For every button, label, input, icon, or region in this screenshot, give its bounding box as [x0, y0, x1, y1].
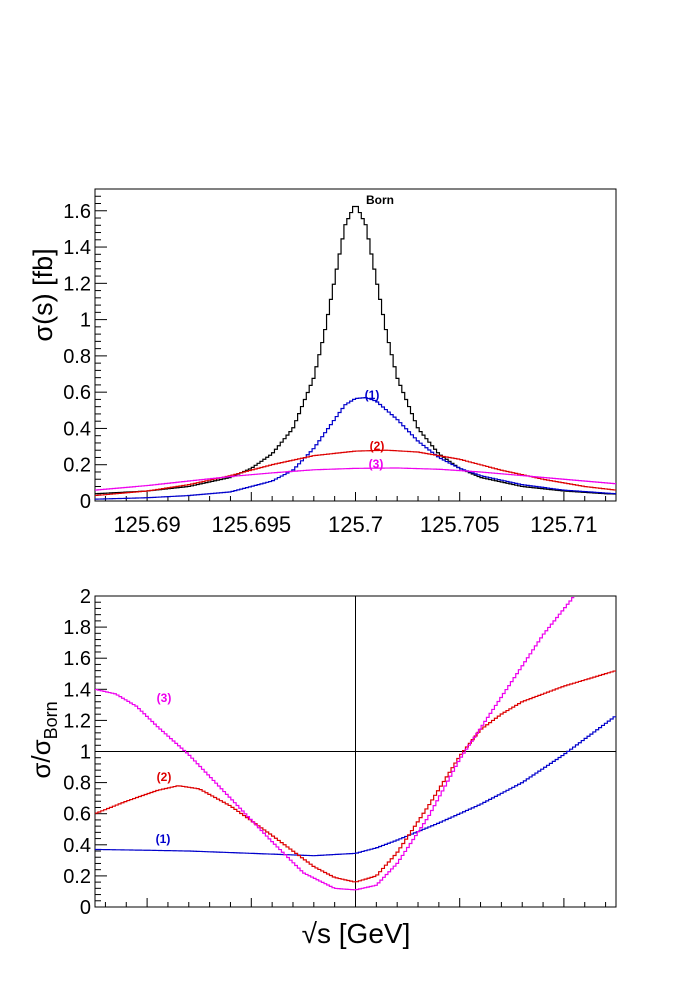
bottom-reference-lines: [95, 596, 616, 907]
bottom-series-line-1: [95, 716, 616, 857]
top-x-tick-label: 125.7: [328, 512, 383, 537]
top-x-tick-label: 125.69: [113, 512, 180, 537]
bottom-series: (1) (2) (3): [95, 597, 616, 891]
bottom-y-axis-title-sub: Born: [41, 701, 61, 739]
top-y-tick-label: 0.4: [63, 418, 91, 440]
top-series-label-2: (2): [370, 439, 385, 453]
bottom-y-tick-label: 1: [80, 742, 91, 764]
top-y-tick-label: 1.4: [63, 237, 91, 259]
bottom-panel: 0 0.2 0.4 0.6 0.8 1 1.2 1.4 1.6 1.8 2 (1) (2) (3) σ/…: [26, 586, 617, 949]
top-series-label-3: (3): [369, 457, 384, 471]
top-series-line-3: [95, 467, 616, 491]
top-series-label-born: Born: [366, 193, 394, 207]
bottom-series-label-2: (2): [157, 770, 172, 784]
bottom-y-tick-label: 0.8: [63, 773, 91, 795]
bottom-y-axis-title: σ/σBorn: [26, 701, 61, 778]
bottom-y-tick-labels: 0 0.2 0.4 0.6 0.8 1 1.2 1.4 1.6 1.8 2: [63, 586, 91, 919]
top-x-tick-label: 125.705: [420, 512, 500, 537]
bottom-series-label-1: (1): [156, 832, 171, 846]
bottom-series-line-2: [95, 670, 616, 883]
top-panel: 125.69 125.695 125.7 125.705 125.71 00.20.40…: [28, 188, 617, 537]
top-ticks: [95, 188, 607, 502]
bottom-y-axis-title-main: σ/σ: [26, 739, 56, 778]
bottom-y-tick-label: 1.8: [63, 617, 91, 639]
top-y-tick-label: 0.8: [63, 346, 91, 368]
bottom-y-tick-label: 1.4: [63, 679, 91, 701]
top-y-tick-labels: 0 0.2 0.4 0.6 0.8 1 1.2 1.4 1.6: [63, 201, 91, 513]
bottom-y-tick-label: 1.6: [63, 648, 91, 670]
bottom-y-tick-label: 0.6: [63, 804, 91, 826]
top-y-axis-title: σ(s) [fb]: [28, 248, 58, 341]
top-plot-frame: [94, 188, 617, 502]
bottom-x-axis-title: √s [GeV]: [302, 918, 411, 949]
top-y-tick-label: 1: [80, 310, 91, 332]
bottom-y-tick-label: 1.2: [63, 710, 91, 732]
top-x-tick-label: 125.695: [212, 512, 292, 537]
top-y-tick-label: 1.6: [63, 201, 91, 223]
top-series-line-1: [95, 397, 616, 500]
top-y-tick-label: 0.2: [63, 455, 91, 477]
top-y-tick-label: 0: [80, 491, 91, 513]
bottom-ticks: [95, 595, 607, 908]
bottom-y-tick-label: 0: [80, 897, 91, 919]
top-series-line-born: [95, 205, 616, 495]
top-y-tick-label: 1.2: [63, 273, 91, 295]
top-y-tick-label: 0.6: [63, 382, 91, 404]
top-x-tick-label: 125.71: [530, 512, 597, 537]
top-series: Born (1) (2) (3): [95, 193, 616, 500]
top-series-label-1: (1): [365, 388, 380, 402]
bottom-y-tick-label: 0.2: [63, 866, 91, 888]
bottom-series-line-3: [95, 597, 575, 891]
bottom-y-tick-label: 2: [80, 586, 91, 608]
bottom-series-label-3: (3): [157, 691, 172, 705]
top-x-tick-labels: 125.69 125.695 125.7 125.705 125.71: [113, 512, 597, 537]
bottom-y-tick-label: 0.4: [63, 835, 91, 857]
